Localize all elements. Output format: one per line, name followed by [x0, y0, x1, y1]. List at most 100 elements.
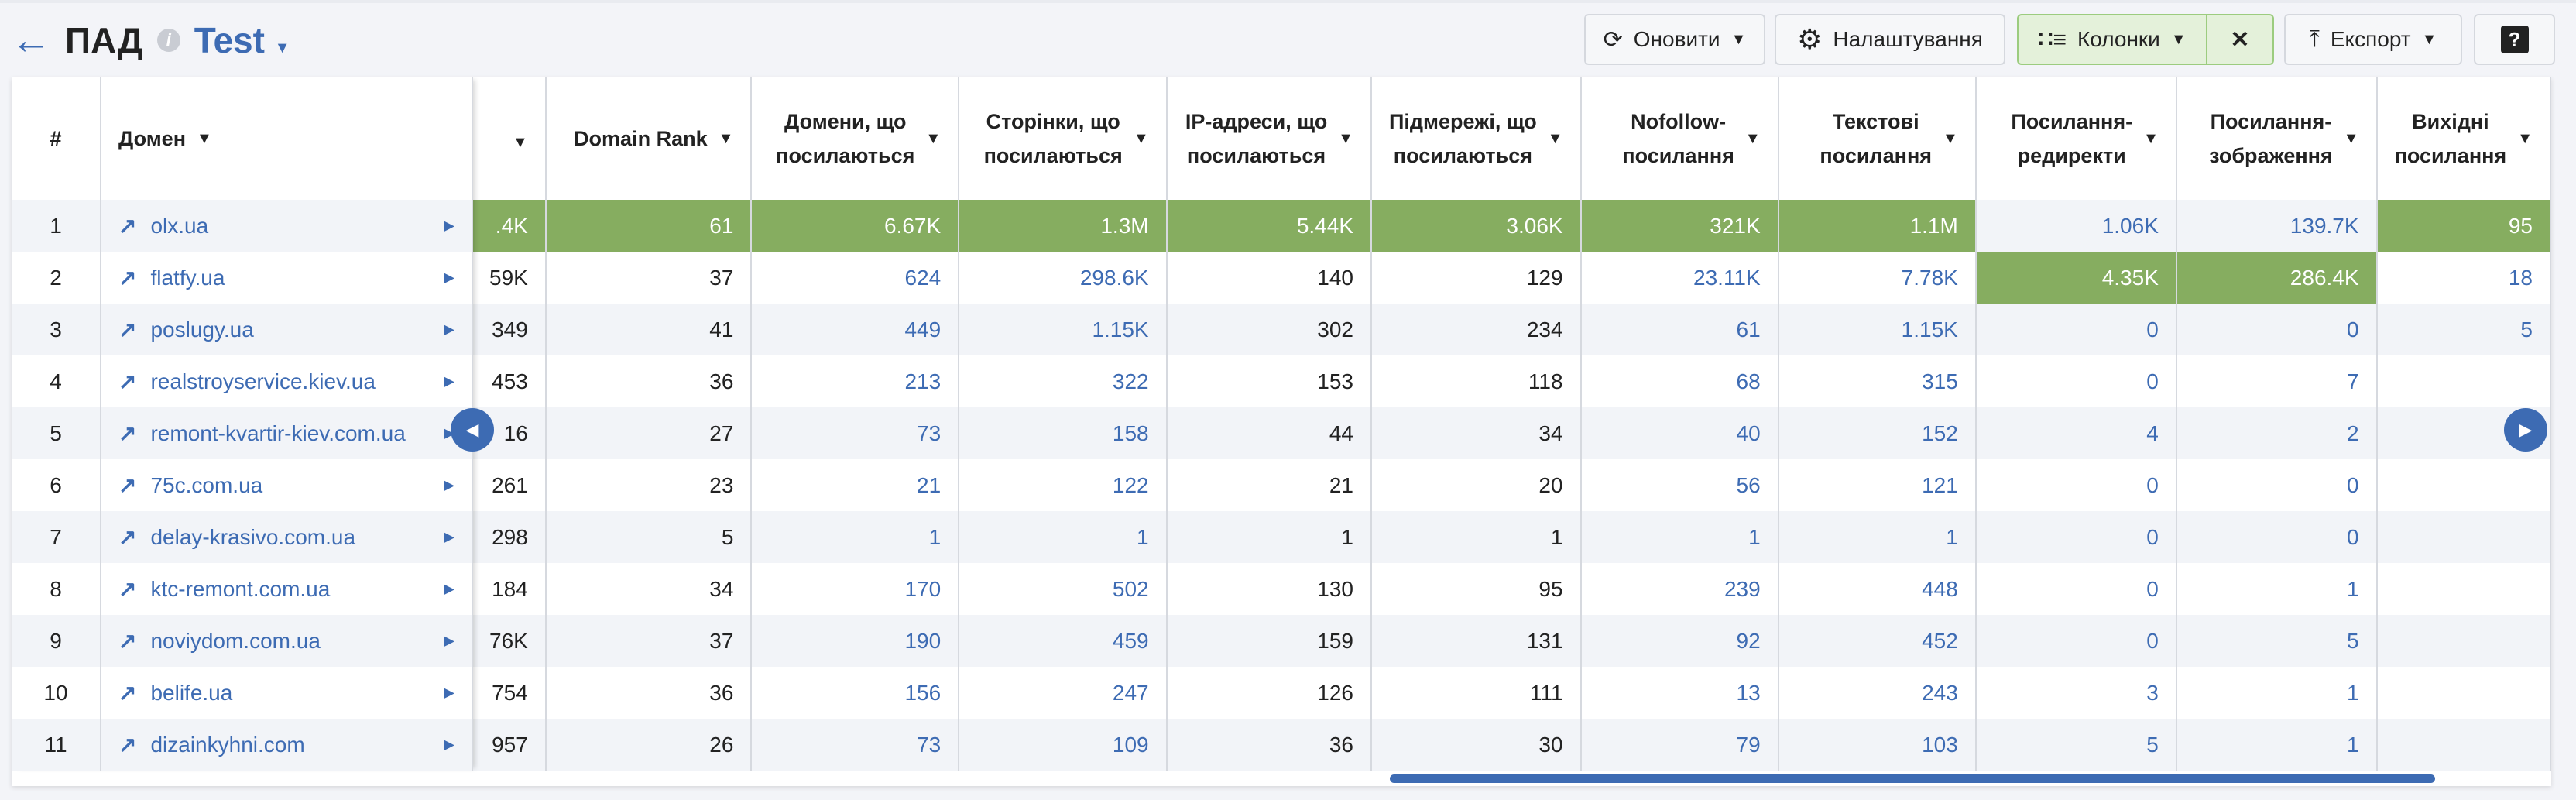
- metric-cell[interactable]: 286.4K: [2176, 252, 2378, 304]
- column-header[interactable]: Домени, що посилаються ▼: [751, 77, 960, 200]
- metric-cell[interactable]: 79: [1580, 719, 1779, 771]
- metric-cell[interactable]: 21: [751, 459, 960, 511]
- external-link-icon[interactable]: ↗: [118, 577, 137, 601]
- metric-cell[interactable]: 73: [751, 719, 960, 771]
- metric-cell[interactable]: 7.78K: [1778, 252, 1977, 304]
- metric-cell[interactable]: 121: [1778, 459, 1977, 511]
- metric-cell[interactable]: 73: [751, 407, 960, 459]
- domain-link[interactable]: realstroyservice.kiev.ua: [150, 369, 376, 393]
- metric-cell[interactable]: 18: [2376, 252, 2551, 304]
- external-link-icon[interactable]: ↗: [118, 266, 137, 290]
- metric-cell[interactable]: 1: [1580, 511, 1779, 563]
- metric-cell[interactable]: 4.35K: [1975, 252, 2177, 304]
- external-link-icon[interactable]: ↗: [118, 733, 137, 757]
- metric-cell[interactable]: 190: [751, 615, 960, 667]
- metric-cell[interactable]: 6.67K: [751, 200, 960, 252]
- metric-cell[interactable]: 0: [2176, 304, 2378, 355]
- column-header-domain[interactable]: Домен ▼: [101, 77, 473, 200]
- metric-cell[interactable]: 459: [959, 615, 1168, 667]
- domain-link[interactable]: 75c.com.ua: [150, 472, 263, 497]
- export-button[interactable]: ⤒ Експорт ▼: [2284, 14, 2462, 65]
- metric-cell[interactable]: 298.6K: [959, 252, 1168, 304]
- domain-link[interactable]: poslugy.ua: [150, 317, 254, 342]
- domain-link[interactable]: delay-krasivo.com.ua: [150, 524, 356, 549]
- metric-cell[interactable]: 170: [751, 563, 960, 615]
- expand-icon[interactable]: ▶: [444, 321, 454, 337]
- domain-link[interactable]: dizainkyhni.com: [150, 732, 305, 757]
- column-header[interactable]: Сторінки, що посилаються ▼: [959, 77, 1168, 200]
- expand-icon[interactable]: ▶: [444, 529, 454, 544]
- arrow-left-icon[interactable]: ←: [11, 18, 51, 63]
- domain-link[interactable]: noviydom.com.ua: [150, 628, 321, 653]
- info-icon[interactable]: i: [156, 29, 180, 52]
- metric-cell[interactable]: 0: [1975, 511, 2177, 563]
- project-selector[interactable]: Test ▼: [194, 19, 290, 61]
- metric-cell[interactable]: 1: [1778, 511, 1977, 563]
- metric-cell[interactable]: 61: [1580, 304, 1779, 355]
- metric-cell[interactable]: 0: [1975, 304, 2177, 355]
- metric-cell[interactable]: 624: [751, 252, 960, 304]
- column-header[interactable]: Підмережі, що посилаються ▼: [1371, 77, 1582, 200]
- domain-link[interactable]: ktc-remont.com.ua: [150, 576, 331, 601]
- metric-cell[interactable]: 13: [1580, 667, 1779, 719]
- metric-cell[interactable]: 0: [2176, 511, 2378, 563]
- metric-cell[interactable]: [2376, 563, 2551, 615]
- column-header[interactable]: Текстові посилання ▼: [1778, 77, 1977, 200]
- metric-cell[interactable]: 1: [959, 511, 1168, 563]
- metric-cell[interactable]: 5: [1975, 719, 2177, 771]
- metric-cell[interactable]: 0: [1975, 459, 2177, 511]
- expand-icon[interactable]: ▶: [444, 736, 454, 752]
- metric-cell[interactable]: 5: [2376, 304, 2551, 355]
- metric-cell[interactable]: 3: [1975, 667, 2177, 719]
- metric-cell[interactable]: [2376, 615, 2551, 667]
- metric-cell[interactable]: [2376, 667, 2551, 719]
- metric-cell[interactable]: 152: [1778, 407, 1977, 459]
- metric-cell[interactable]: 321K: [1580, 200, 1779, 252]
- metric-cell[interactable]: 156: [751, 667, 960, 719]
- metric-cell[interactable]: 92: [1580, 615, 1779, 667]
- metric-cell[interactable]: 1.1M: [1778, 200, 1977, 252]
- column-header[interactable]: Вихідні посилання ▼: [2376, 77, 2551, 200]
- metric-cell[interactable]: 1: [2176, 667, 2378, 719]
- metric-cell[interactable]: 0: [1975, 563, 2177, 615]
- metric-cell[interactable]: 1.15K: [1778, 304, 1977, 355]
- close-columns-button[interactable]: ✕: [2206, 14, 2274, 65]
- metric-cell[interactable]: 213: [751, 355, 960, 407]
- column-header[interactable]: IP-адреси, що посилаються ▼: [1166, 77, 1373, 200]
- column-header[interactable]: ▼: [472, 77, 547, 200]
- metric-cell[interactable]: [2376, 355, 2551, 407]
- metric-cell[interactable]: 23.11K: [1580, 252, 1779, 304]
- metric-cell[interactable]: [2376, 459, 2551, 511]
- metric-cell[interactable]: 139.7K: [2176, 200, 2378, 252]
- external-link-icon[interactable]: ↗: [118, 421, 137, 445]
- expand-icon[interactable]: ▶: [444, 581, 454, 596]
- metric-cell[interactable]: 2: [2176, 407, 2378, 459]
- metric-cell[interactable]: 1.06K: [1975, 200, 2177, 252]
- refresh-button[interactable]: ⟳ Оновити ▼: [1584, 14, 1765, 65]
- metric-cell[interactable]: 1: [751, 511, 960, 563]
- metric-cell[interactable]: 0: [1975, 355, 2177, 407]
- expand-icon[interactable]: ▶: [444, 218, 454, 233]
- external-link-icon[interactable]: ↗: [118, 369, 137, 393]
- column-header[interactable]: Посилання-зображення ▼: [2176, 77, 2378, 200]
- metric-cell[interactable]: 315: [1778, 355, 1977, 407]
- metric-cell[interactable]: 109: [959, 719, 1168, 771]
- expand-icon[interactable]: ▶: [444, 373, 454, 389]
- domain-link[interactable]: olx.ua: [150, 213, 209, 238]
- metric-cell[interactable]: 68: [1580, 355, 1779, 407]
- scrollbar-thumb[interactable]: [1390, 774, 2435, 783]
- external-link-icon[interactable]: ↗: [118, 681, 137, 705]
- metric-cell[interactable]: 7: [2176, 355, 2378, 407]
- metric-cell[interactable]: 448: [1778, 563, 1977, 615]
- metric-cell[interactable]: 158: [959, 407, 1168, 459]
- domain-link[interactable]: flatfy.ua: [150, 265, 225, 290]
- column-header[interactable]: Nofollow-посилання ▼: [1580, 77, 1779, 200]
- help-button[interactable]: ?: [2474, 14, 2555, 65]
- scroll-left-button[interactable]: ◀: [451, 408, 494, 452]
- metric-cell[interactable]: 40: [1580, 407, 1779, 459]
- external-link-icon[interactable]: ↗: [118, 214, 137, 238]
- metric-cell[interactable]: 247: [959, 667, 1168, 719]
- metric-cell[interactable]: 502: [959, 563, 1168, 615]
- metric-cell[interactable]: 95: [2376, 200, 2551, 252]
- metric-cell[interactable]: 452: [1778, 615, 1977, 667]
